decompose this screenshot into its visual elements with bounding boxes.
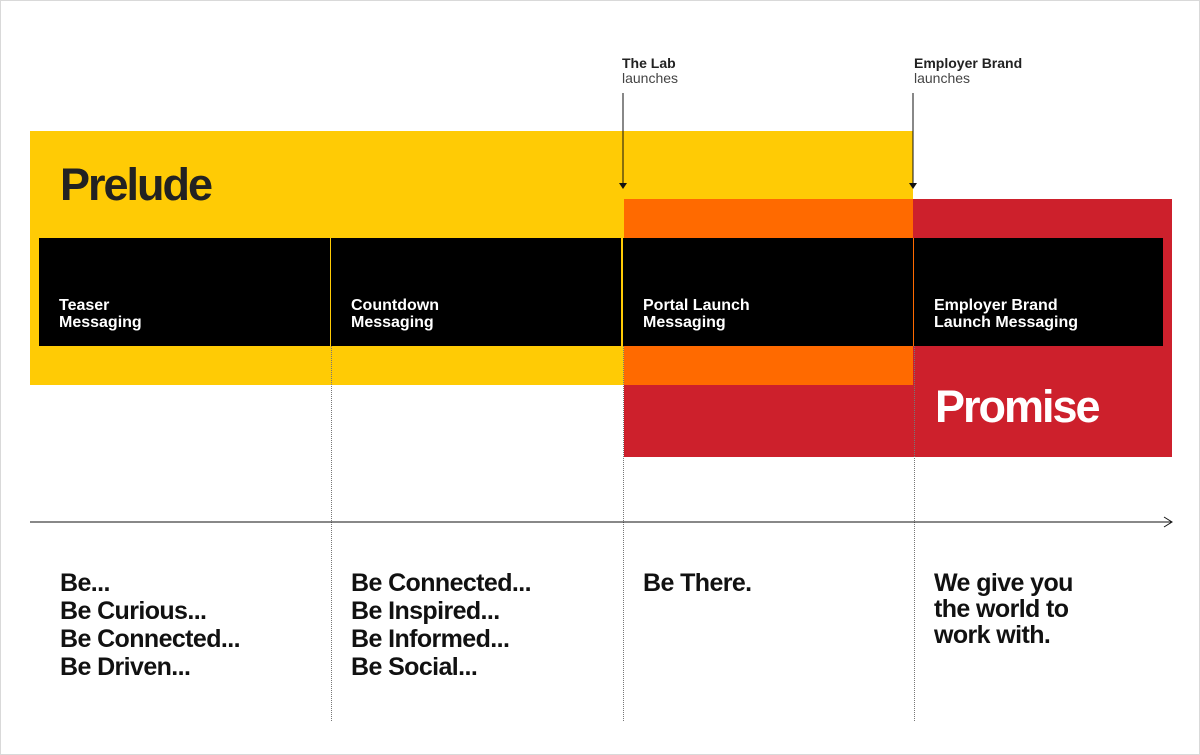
promise-title: Promise <box>935 381 1101 432</box>
tagline-line: Be... <box>60 569 110 597</box>
messaging-label-line: Employer Brand <box>934 297 1058 314</box>
timeline-axis-arrow <box>30 516 1173 528</box>
tagline-line: Be Inspired... <box>351 597 500 625</box>
tagline-portal: Be There. <box>643 569 752 597</box>
countdown-messaging-box: Countdown Messaging <box>331 238 621 346</box>
prelude-title: Prelude <box>60 159 213 210</box>
launch-sub: launches <box>622 70 679 86</box>
tagline-line: We give you <box>934 569 1073 597</box>
tagline-line: work with. <box>934 621 1051 649</box>
box-separator <box>622 238 623 346</box>
tagline-line: Be Connected... <box>351 569 532 597</box>
tagline-line: Be Connected... <box>60 625 241 653</box>
launch-name: The Lab <box>622 55 676 71</box>
employer-brand-messaging-box: Employer Brand Launch Messaging <box>914 238 1163 346</box>
column-divider <box>331 346 332 721</box>
employer-brand-launch-arrow <box>909 93 917 189</box>
box-separator <box>913 238 914 346</box>
tagline-line: Be There. <box>643 569 752 597</box>
portal-launch-messaging-box: Portal Launch Messaging <box>623 238 913 346</box>
tagline-employer-brand: We give you the world to work with. <box>934 570 1073 648</box>
box-separator <box>330 238 331 346</box>
messaging-label-line: Teaser <box>59 297 110 314</box>
messaging-label-line: Messaging <box>351 314 434 331</box>
messaging-label-line: Portal Launch <box>643 297 750 314</box>
tagline-line: the world to <box>934 595 1069 623</box>
lab-launch-label: The Lab launches <box>622 56 678 86</box>
tagline-countdown: Be Connected... Be Inspired... Be Inform… <box>351 569 532 681</box>
teaser-messaging-box: Teaser Messaging <box>39 238 330 346</box>
column-divider <box>623 346 624 721</box>
launch-name: Employer Brand <box>914 55 1023 71</box>
messaging-label-line: Countdown <box>351 297 439 314</box>
tagline-line: Be Driven... <box>60 653 191 681</box>
messaging-label-line: Launch Messaging <box>934 314 1079 331</box>
messaging-label-line: Messaging <box>59 314 142 331</box>
tagline-line: Be Social... <box>351 653 478 681</box>
column-divider <box>914 346 915 721</box>
tagline-line: Be Informed... <box>351 625 510 653</box>
tagline-teaser: Be... Be Curious... Be Connected... Be D… <box>60 569 241 681</box>
employer-brand-launch-label: Employer Brand launches <box>914 56 1022 86</box>
tagline-line: Be Curious... <box>60 597 207 625</box>
launch-sub: launches <box>914 70 971 86</box>
lab-launch-arrow <box>619 93 627 189</box>
messaging-label-line: Messaging <box>643 314 726 331</box>
